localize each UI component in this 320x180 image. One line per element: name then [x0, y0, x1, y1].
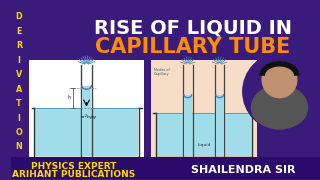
Circle shape: [243, 54, 316, 130]
Text: I: I: [18, 56, 20, 65]
Bar: [216, 95, 223, 156]
Text: A: A: [16, 85, 22, 94]
Bar: [28, 60, 144, 158]
Text: O: O: [16, 128, 22, 137]
Text: R: R: [16, 41, 22, 50]
Text: CAPILLARY TUBE: CAPILLARY TUBE: [95, 37, 290, 57]
Text: PHYSICS EXPERT: PHYSICS EXPERT: [31, 162, 117, 171]
Text: Liquid: Liquid: [197, 143, 211, 147]
Bar: [184, 95, 192, 156]
Text: D: D: [16, 12, 22, 21]
Text: SHAILENDRA SIR: SHAILENDRA SIR: [191, 165, 295, 175]
Text: T: T: [16, 99, 22, 108]
Ellipse shape: [252, 85, 308, 130]
Bar: [157, 114, 252, 156]
Circle shape: [262, 62, 297, 98]
Text: RISE OF LIQUID IN: RISE OF LIQUID IN: [94, 18, 292, 37]
Bar: [36, 109, 138, 156]
Text: h: h: [68, 95, 71, 100]
Text: ARIHANT PUBLICATIONS: ARIHANT PUBLICATIONS: [12, 170, 136, 179]
Text: N: N: [16, 142, 22, 151]
Bar: [82, 86, 91, 156]
Bar: [151, 60, 257, 158]
Bar: [11, 158, 320, 179]
Text: E: E: [16, 27, 22, 36]
Text: V: V: [16, 70, 22, 79]
Text: I: I: [18, 114, 20, 123]
Text: Nodes of
Capillary: Nodes of Capillary: [154, 68, 170, 76]
Text: $\pi r^2 h \rho g$: $\pi r^2 h \rho g$: [80, 113, 97, 123]
